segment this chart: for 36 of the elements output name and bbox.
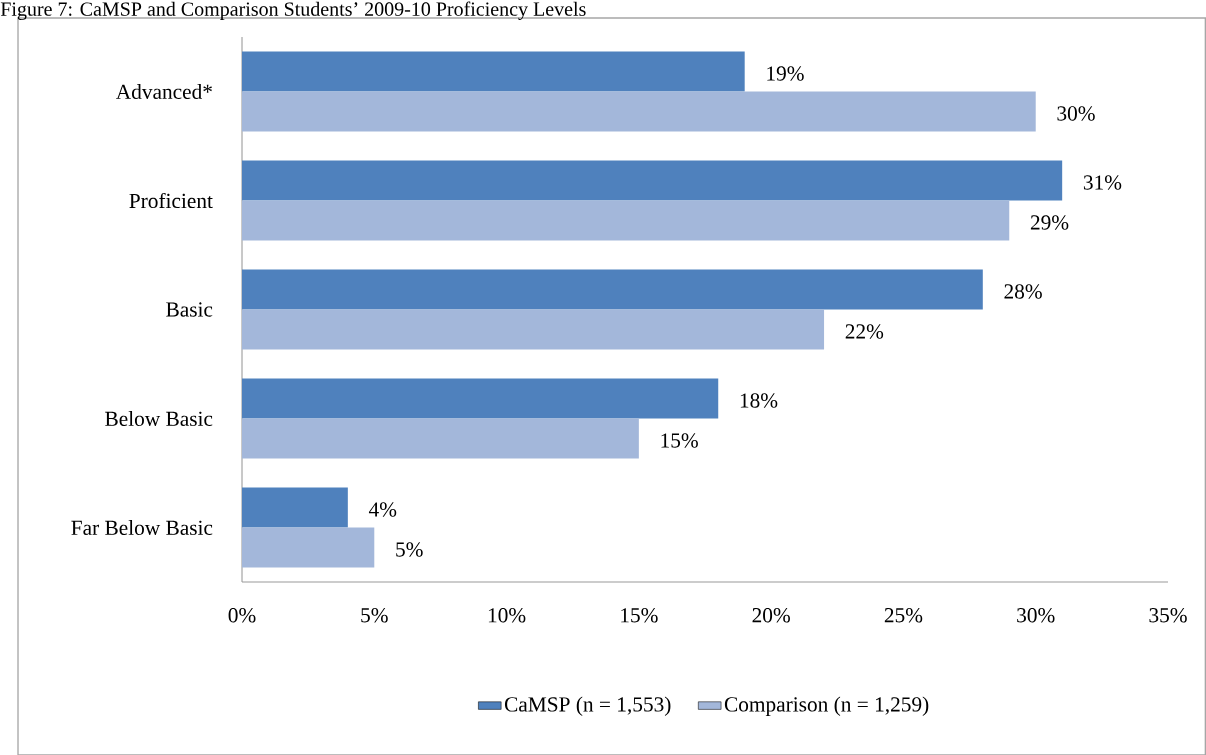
data-label: 4% bbox=[368, 502, 397, 517]
bar bbox=[242, 200, 1010, 241]
x-tick-label: 0% bbox=[228, 608, 256, 623]
chart-title: Figure 7: CaMSP and Comparison Students’ 2009-10 Proficiency Levels bbox=[0, 1, 586, 20]
y-tick-label: Below Basic bbox=[105, 410, 213, 426]
y-tick-label: Far Below Basic bbox=[71, 519, 213, 535]
bar bbox=[242, 418, 639, 459]
data-label: 30% bbox=[1057, 106, 1095, 121]
legend-label: CaMSP (n = 1,553) bbox=[504, 696, 671, 716]
x-tick-label: 5% bbox=[361, 608, 388, 623]
legend-label: Comparison (n = 1,259) bbox=[724, 696, 929, 716]
x-tick-label: 10% bbox=[488, 608, 526, 623]
x-tick-label: 35% bbox=[1149, 608, 1187, 623]
bar bbox=[242, 269, 983, 310]
data-label: 22% bbox=[845, 324, 884, 339]
bar bbox=[242, 487, 348, 528]
data-label: 19% bbox=[767, 66, 804, 81]
data-label: 18% bbox=[740, 393, 778, 408]
data-label: 28% bbox=[1004, 284, 1042, 299]
data-label: 5% bbox=[396, 542, 423, 557]
bar bbox=[242, 378, 719, 419]
data-label: 29% bbox=[1030, 215, 1069, 230]
data-label: 15% bbox=[661, 433, 698, 448]
bar bbox=[242, 51, 745, 92]
bar bbox=[242, 91, 1036, 132]
x-tick-label: 20% bbox=[752, 608, 790, 623]
bar bbox=[242, 309, 825, 350]
y-tick-label: Advanced* bbox=[116, 83, 212, 100]
x-tick-label: 15% bbox=[621, 608, 658, 623]
y-tick-label: Basic bbox=[166, 302, 213, 317]
data-label: 31% bbox=[1083, 175, 1122, 190]
bar bbox=[242, 527, 375, 568]
bar bbox=[242, 160, 1063, 201]
y-tick-label: Proficient bbox=[129, 192, 213, 209]
x-tick-label: 30% bbox=[1017, 608, 1055, 623]
x-tick-label: 25% bbox=[884, 608, 923, 623]
